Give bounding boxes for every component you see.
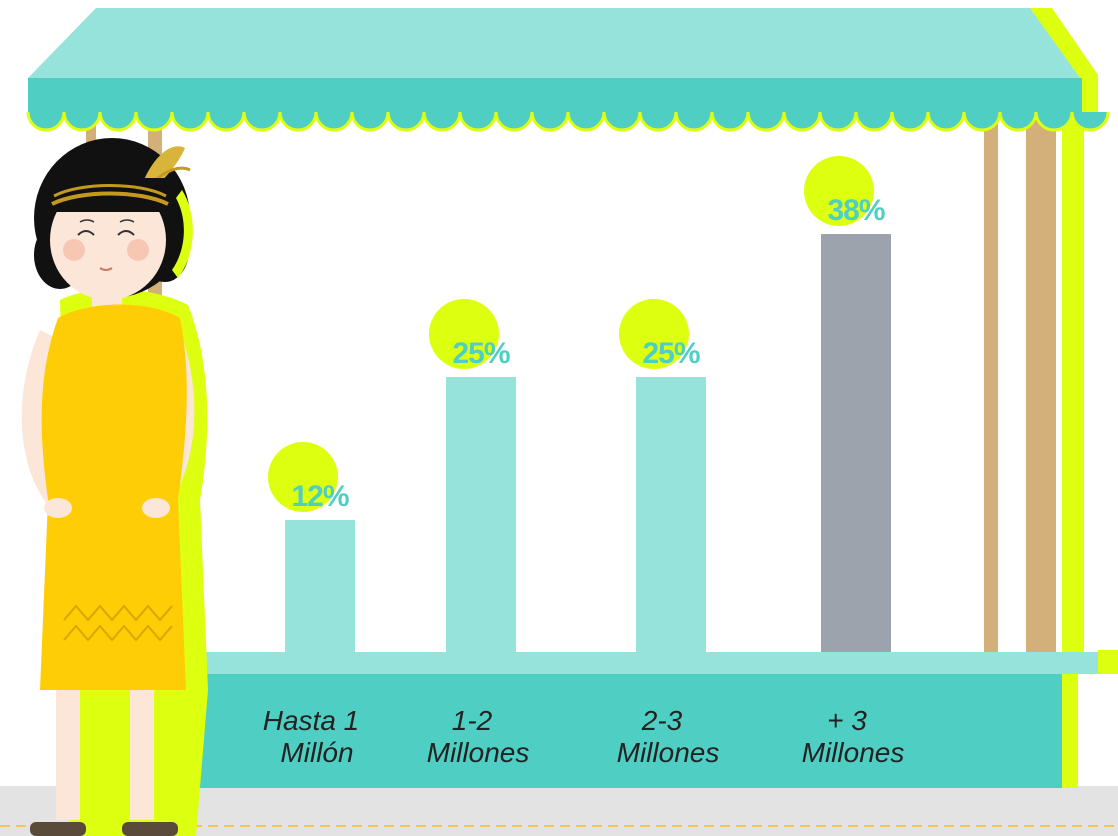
category-label: Millones	[617, 737, 720, 768]
bar-series	[268, 156, 891, 652]
category-label: 1-2	[452, 705, 493, 736]
category-label: Hasta 1	[263, 705, 360, 736]
bar-value-label: 25%	[452, 337, 509, 370]
stall-awning	[26, 8, 1110, 132]
value-dot	[804, 156, 874, 226]
bar-value-label: 25%	[642, 337, 699, 370]
bar	[636, 377, 706, 652]
value-dot	[429, 299, 499, 369]
bar-value-label: 12%	[291, 480, 348, 513]
value-dot	[619, 299, 689, 369]
woman-illustration	[21, 138, 208, 836]
stall-counter	[150, 652, 1098, 788]
value-labels: 12% 25% 25% 38%	[291, 194, 885, 513]
category-label: Millones	[802, 737, 905, 768]
category-label: Millones	[427, 737, 530, 768]
bar	[821, 234, 891, 652]
category-label: Millón	[280, 737, 353, 768]
bar	[285, 520, 355, 652]
value-dot	[268, 442, 338, 512]
category-label: 2-3	[641, 705, 683, 736]
stall-posts	[86, 110, 1056, 670]
bar	[446, 377, 516, 652]
category-label: + 3	[827, 705, 867, 736]
bar-value-label: 38%	[827, 194, 884, 227]
